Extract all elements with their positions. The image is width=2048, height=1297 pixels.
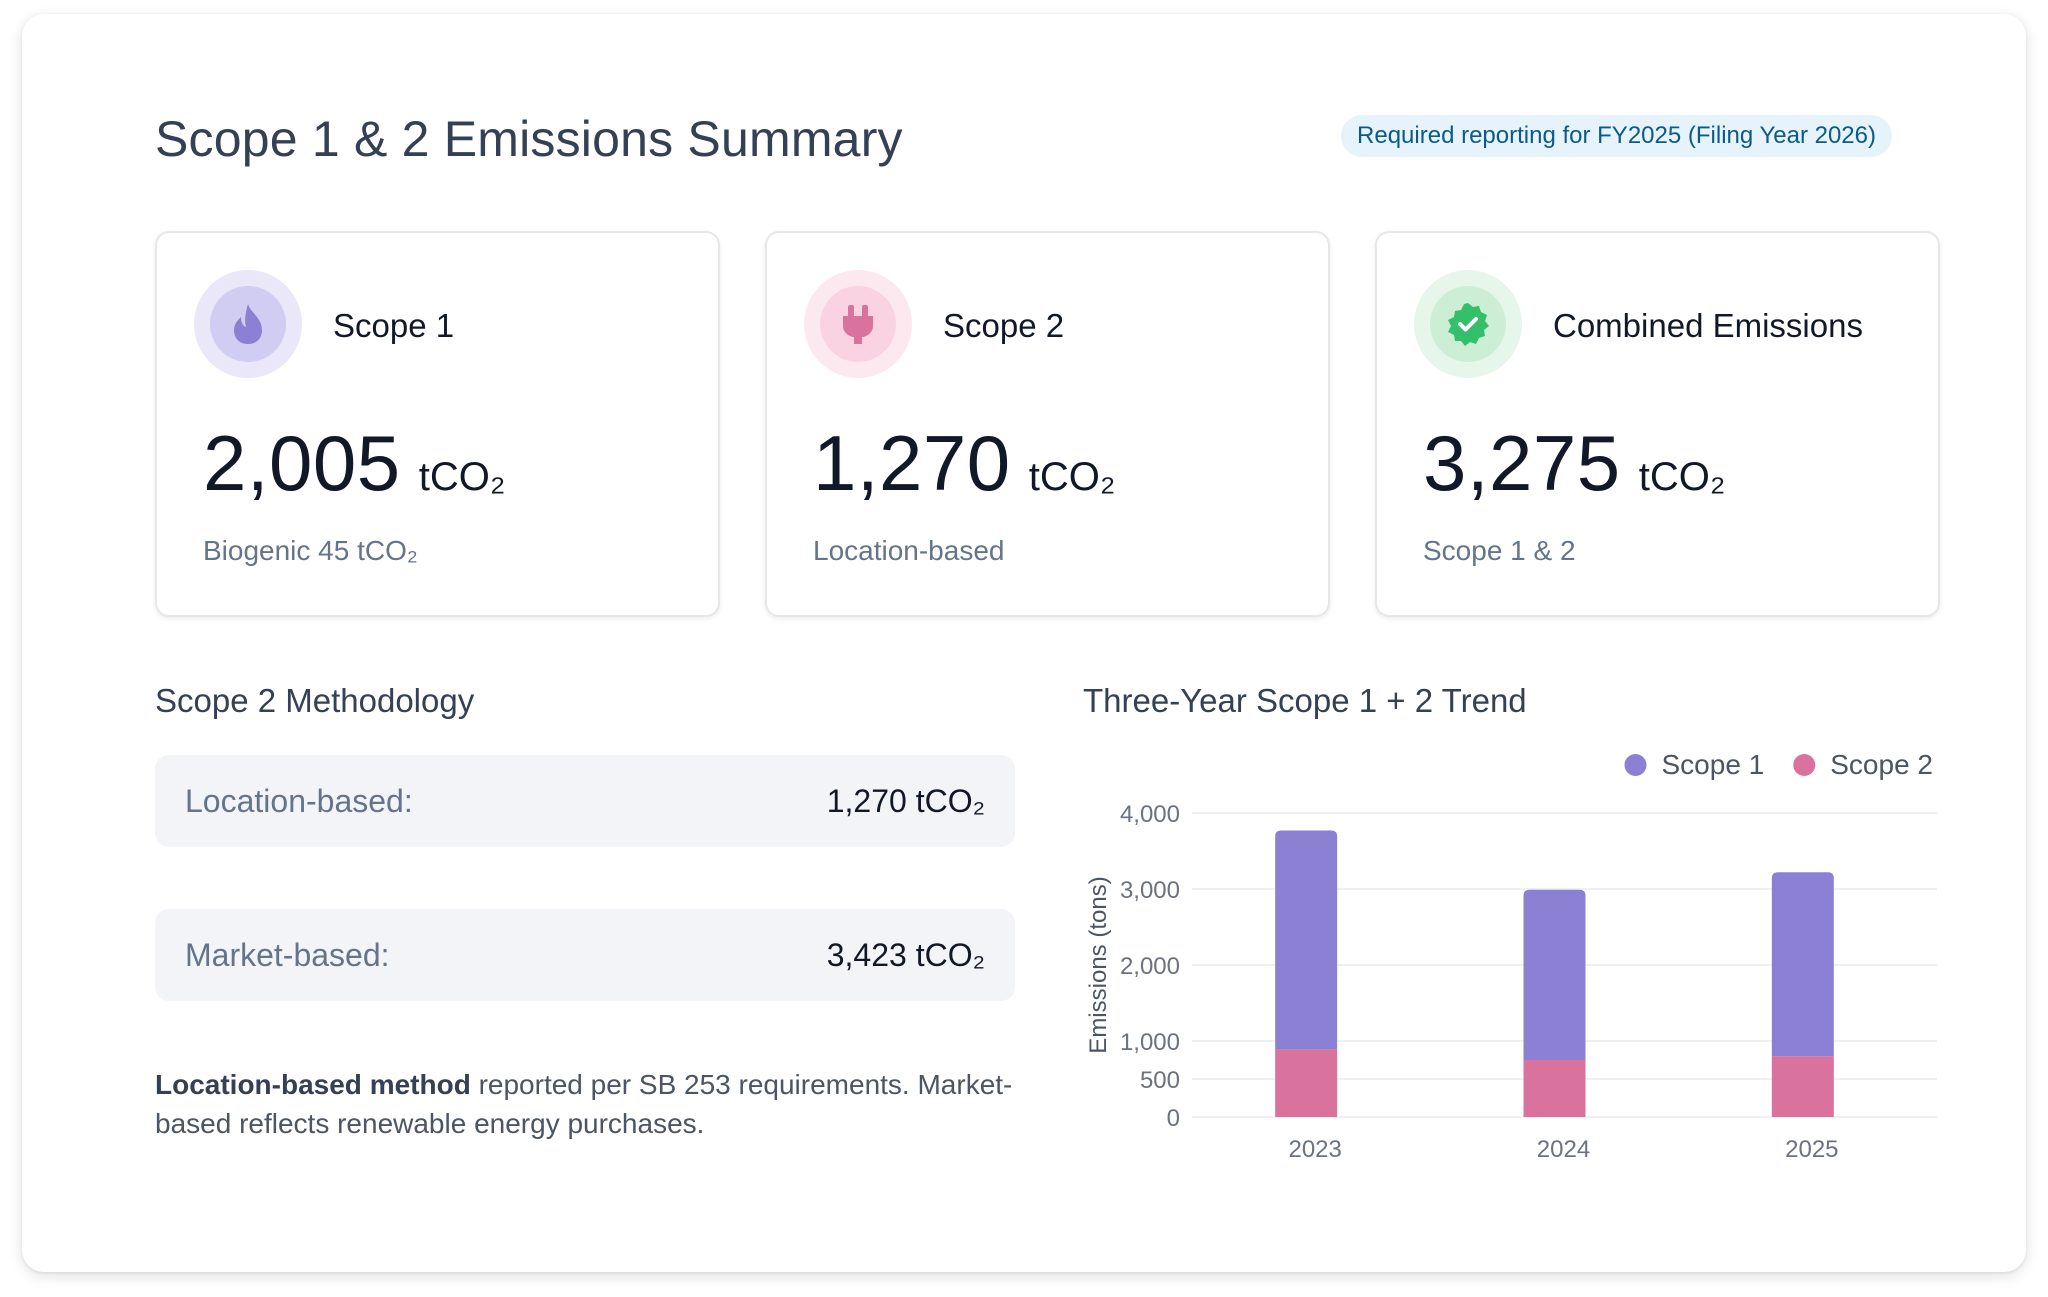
scope2-icon-wrap xyxy=(804,270,912,378)
scope2-unit: tCO₂ xyxy=(1028,455,1116,499)
scope2-label: Scope 2 xyxy=(943,307,1065,344)
bar-scope-2-2024 xyxy=(1523,1060,1586,1117)
location-based-value: 1,270 tCO₂ xyxy=(826,782,985,819)
scope2-card: Scope 2 1,270 tCO₂ Location-based xyxy=(765,231,1330,617)
x-tick-label: 2024 xyxy=(1537,1136,1590,1163)
flame-icon xyxy=(234,304,262,344)
y-tick-label: 4,000 xyxy=(1120,801,1180,828)
bar-scope-2-2023 xyxy=(1275,1049,1338,1117)
note-bold: Location-based method xyxy=(155,1069,471,1100)
trend-title: Three-Year Scope 1 + 2 Trend xyxy=(1083,682,1527,719)
scope2-number: 1,270 xyxy=(813,419,1011,507)
scope1-label: Scope 1 xyxy=(333,307,455,344)
x-tick-label: 2025 xyxy=(1785,1136,1838,1163)
scope1-card: Scope 1 2,005 tCO₂ Biogenic 45 tCO₂ xyxy=(155,231,720,617)
bar-scope-1-2024 xyxy=(1523,889,1586,1060)
location-based-row: Location-based: 1,270 tCO₂ xyxy=(155,755,1015,847)
bar-scope-1-2025 xyxy=(1771,872,1834,1057)
legend-label: Scope 1 xyxy=(1662,749,1765,780)
note-text: reported per SB 253 requirements. Market… xyxy=(155,1069,1013,1139)
reporting-badge: Required reporting for FY2025 (Filing Ye… xyxy=(1341,115,1892,157)
scope1-subtext: Biogenic 45 tCO₂ xyxy=(203,535,418,566)
check-badge-icon xyxy=(1448,303,1489,346)
bar-scope-2-2025 xyxy=(1771,1056,1834,1117)
bar-scope-1-2023 xyxy=(1275,830,1338,1050)
y-tick-label: 2,000 xyxy=(1120,953,1180,980)
scope2-value: 1,270 tCO₂ xyxy=(813,418,1115,509)
methodology-note: Location-based method reported per SB 25… xyxy=(155,1065,1035,1143)
combined-label: Combined Emissions xyxy=(1553,307,1863,344)
y-tick-label: 1,000 xyxy=(1120,1029,1180,1056)
scope1-icon-wrap xyxy=(194,270,302,378)
summary-panel: Scope 1 & 2 Emissions Summary Required r… xyxy=(22,14,2026,1272)
y-axis-label: Emissions (tons) xyxy=(1085,876,1112,1053)
combined-number: 3,275 xyxy=(1423,419,1621,507)
combined-unit: tCO₂ xyxy=(1638,455,1726,499)
combined-value: 3,275 tCO₂ xyxy=(1423,418,1725,509)
market-based-label: Market-based: xyxy=(185,936,390,973)
page-title: Scope 1 & 2 Emissions Summary xyxy=(155,111,903,167)
combined-card: Combined Emissions 3,275 tCO₂ Scope 1 & 2 xyxy=(1375,231,1940,617)
scope2-subtext: Location-based xyxy=(813,535,1005,566)
trend-chart: 0 500 1,000 2,000 3,000 4,000 Emissions (tons)… xyxy=(1085,749,1937,1163)
combined-subtext: Scope 1 & 2 xyxy=(1423,535,1576,566)
scope1-unit: tCO₂ xyxy=(418,455,506,499)
market-based-value: 3,423 tCO₂ xyxy=(826,936,985,973)
methodology-title: Scope 2 Methodology xyxy=(155,682,475,719)
scope1-value: 2,005 tCO₂ xyxy=(203,418,505,509)
y-tick-label: 500 xyxy=(1140,1067,1180,1094)
legend-label: Scope 2 xyxy=(1830,749,1933,780)
scope1-number: 2,005 xyxy=(203,419,401,507)
legend-swatch xyxy=(1793,754,1816,776)
x-tick-label: 2023 xyxy=(1288,1136,1341,1163)
combined-icon-wrap xyxy=(1414,270,1522,378)
y-tick-label: 3,000 xyxy=(1120,877,1180,904)
legend-swatch xyxy=(1624,754,1647,776)
market-based-row: Market-based: 3,423 tCO₂ xyxy=(155,909,1015,1001)
location-based-label: Location-based: xyxy=(185,782,413,819)
plug-icon xyxy=(843,305,873,344)
y-tick-label: 0 xyxy=(1167,1105,1180,1132)
